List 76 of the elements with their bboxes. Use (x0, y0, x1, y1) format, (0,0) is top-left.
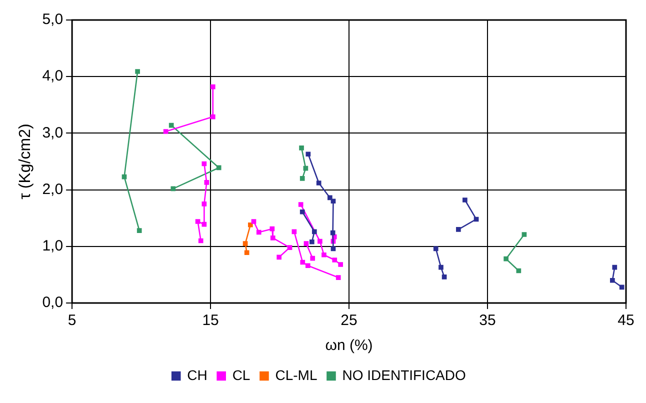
point (309, 239, 314, 244)
point (270, 226, 275, 232)
point (202, 202, 207, 206)
point (287, 245, 292, 250)
x-tick-label: 5 (68, 312, 76, 330)
point (298, 202, 304, 207)
point (336, 275, 341, 280)
point (438, 264, 444, 270)
y-axis-title: τ (Kg/cm2) (17, 124, 34, 200)
point (202, 222, 207, 227)
legend-label: NO IDENTIFICADO (342, 366, 466, 383)
point (516, 268, 522, 274)
point (170, 186, 176, 192)
point (248, 222, 253, 228)
legend-label: CH (187, 366, 208, 383)
point (195, 219, 200, 224)
point (462, 198, 468, 202)
legend-label: CL-ML (275, 366, 318, 383)
point (338, 262, 343, 267)
point (619, 284, 624, 290)
y-tick-label: 5,0 (42, 11, 64, 28)
point (292, 229, 297, 234)
point (318, 238, 322, 244)
y-tick-label: 0,0 (42, 294, 64, 312)
point (474, 216, 479, 222)
point (300, 209, 305, 214)
point (210, 114, 216, 120)
legend-label: CL (232, 366, 250, 383)
point (244, 250, 250, 256)
point (456, 227, 461, 232)
point (612, 264, 618, 270)
point (251, 219, 256, 224)
point (312, 229, 317, 234)
point (256, 230, 262, 235)
point (135, 69, 140, 74)
x-tick-label: 15 (202, 312, 219, 330)
x-tick-label: 45 (618, 312, 634, 330)
point (433, 246, 438, 252)
y-tick-label: 4,0 (42, 68, 64, 85)
x-tick-label: 25 (340, 312, 358, 330)
point (168, 122, 174, 128)
point (332, 258, 338, 262)
point (442, 274, 447, 280)
point (210, 84, 216, 90)
point (242, 241, 248, 246)
point (300, 260, 306, 265)
point (330, 230, 336, 236)
x-tick-label: 35 (479, 312, 496, 330)
point (198, 238, 204, 244)
y-tick-label: 2,0 (42, 180, 64, 198)
y-tick-label: 3,0 (42, 124, 64, 142)
point (322, 252, 326, 258)
y-tick-label: 1,0 (42, 238, 64, 255)
point (504, 256, 508, 262)
point (202, 161, 207, 166)
point (330, 246, 336, 252)
point (306, 152, 311, 157)
point (304, 241, 309, 246)
point (522, 232, 527, 237)
point (300, 176, 305, 181)
point (327, 195, 332, 200)
point (305, 263, 310, 268)
point (276, 254, 282, 260)
point (216, 165, 222, 170)
point (136, 228, 142, 233)
point (330, 198, 336, 204)
point (303, 166, 308, 171)
point (163, 129, 168, 134)
point (122, 174, 127, 180)
point (204, 180, 210, 185)
x-axis-title: ωn (%) (325, 337, 373, 354)
point (299, 146, 304, 150)
point (310, 256, 316, 261)
point (316, 180, 322, 186)
point (270, 235, 276, 240)
point (610, 278, 615, 283)
